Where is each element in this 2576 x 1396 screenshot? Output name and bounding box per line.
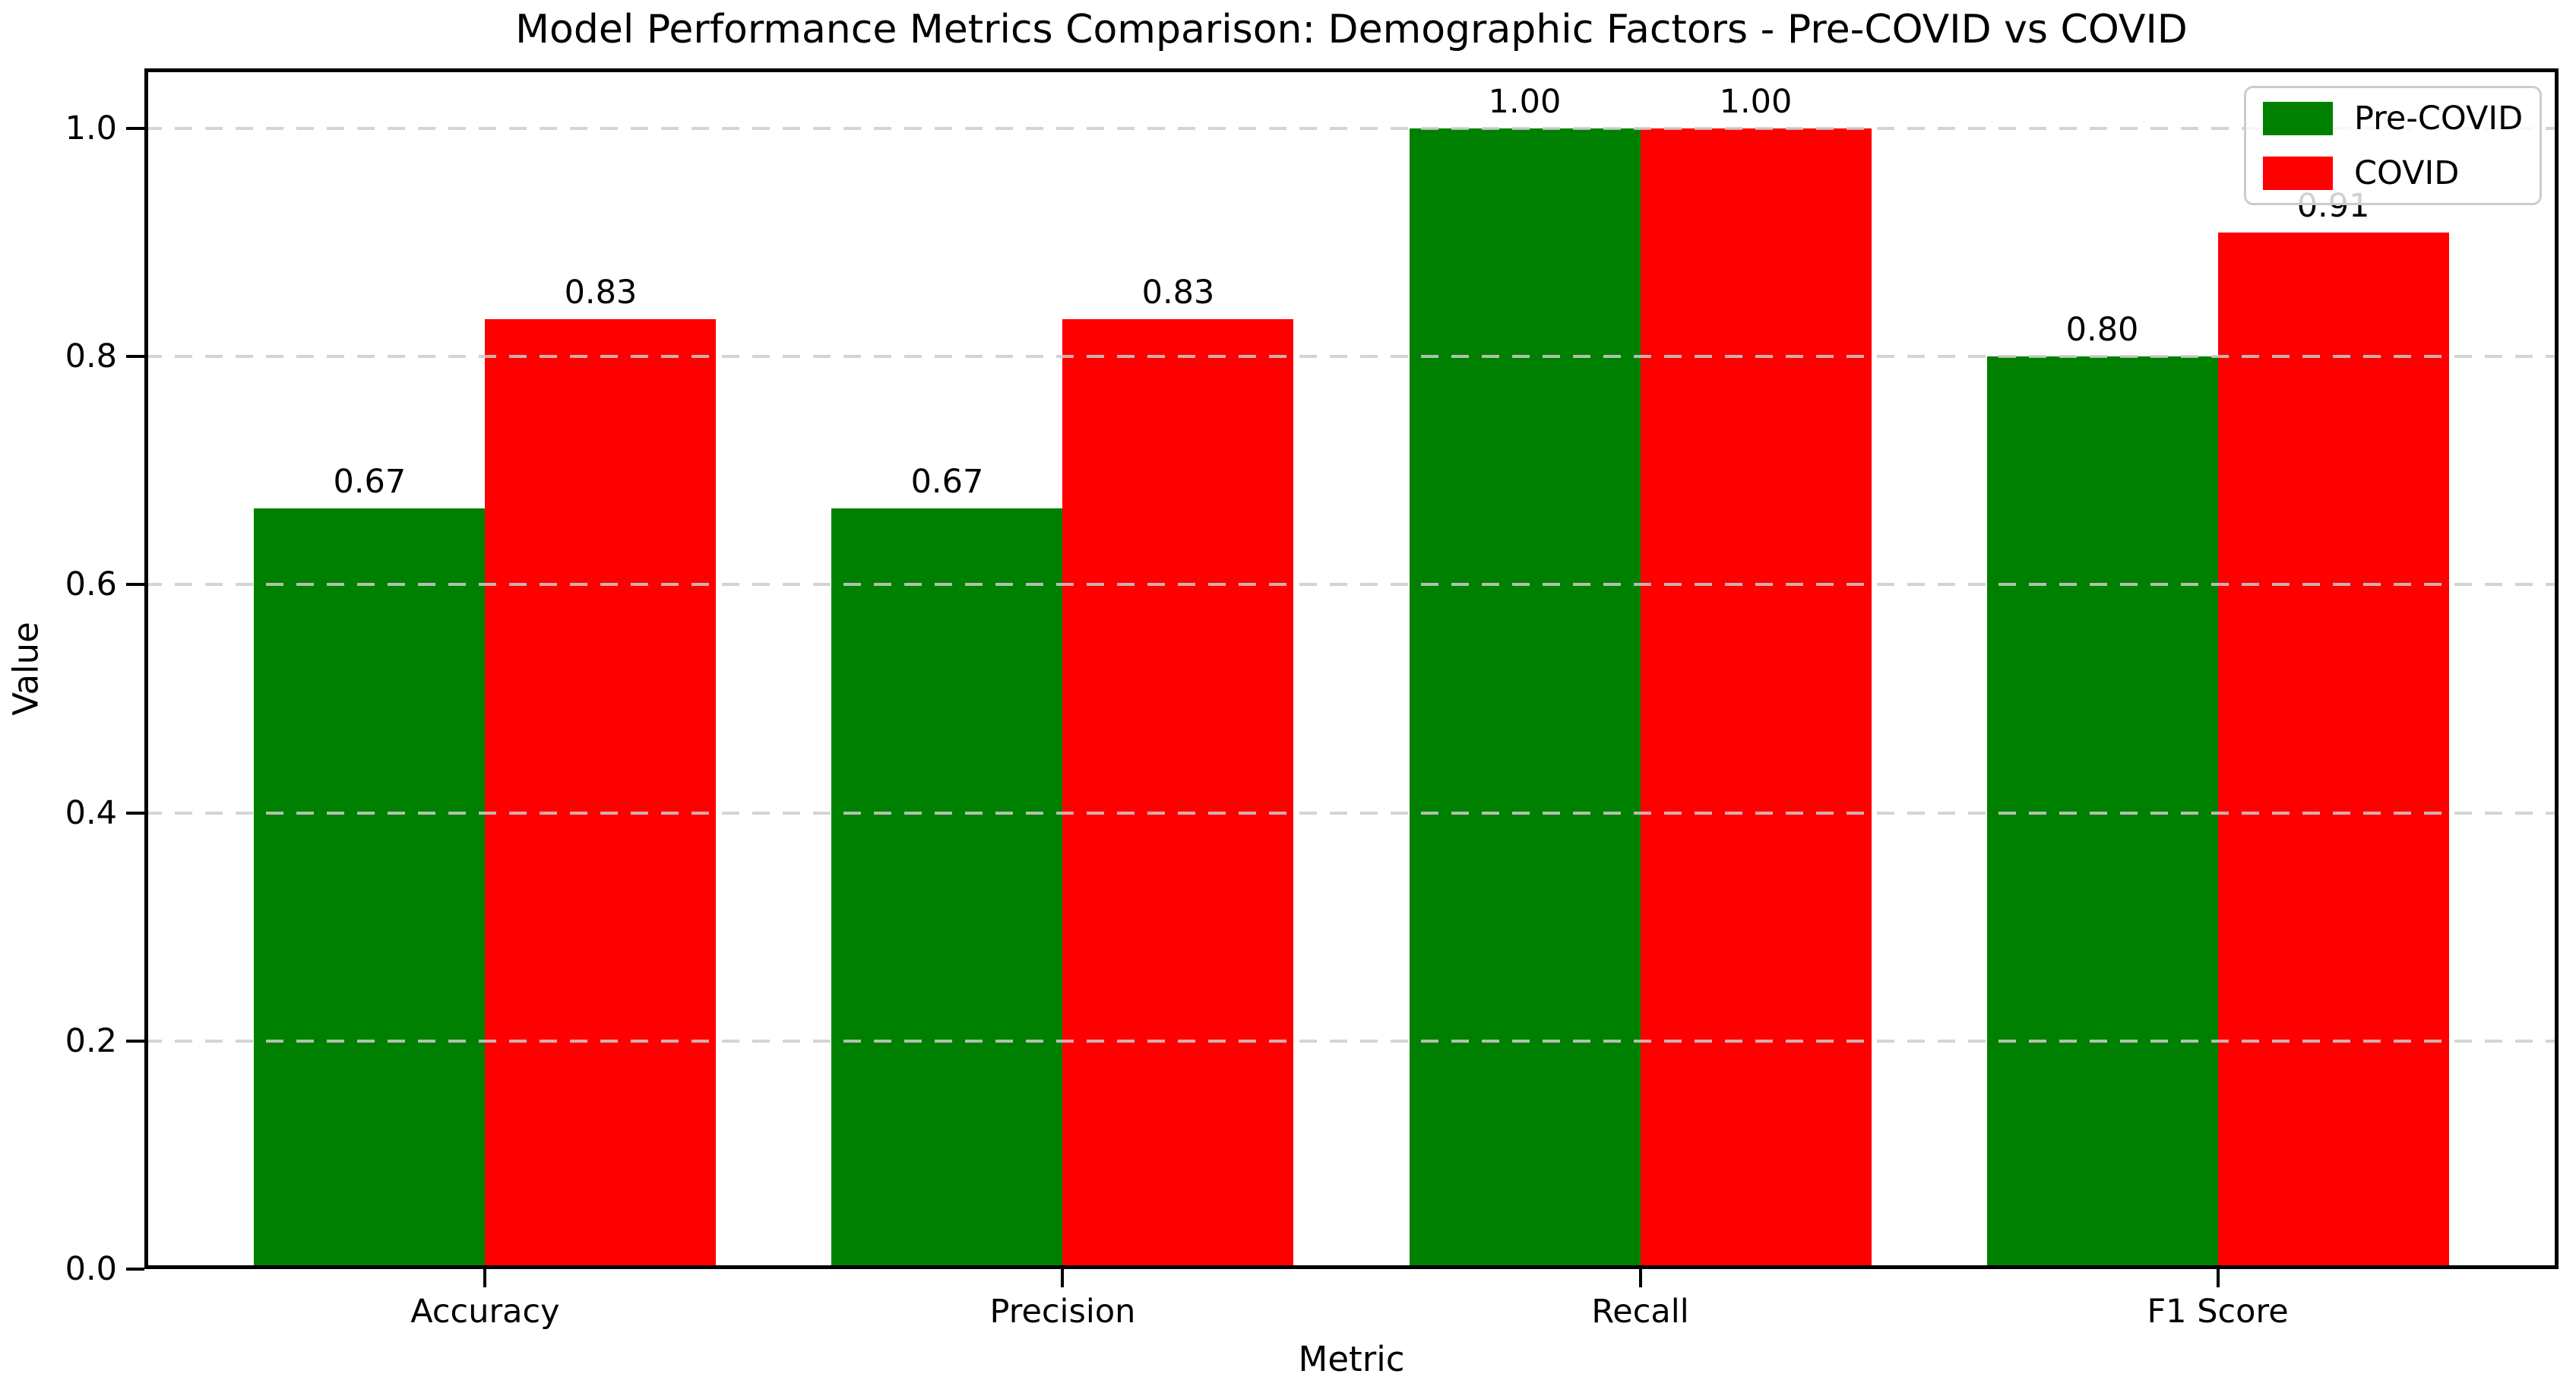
y-tick-label: 0.6 — [65, 565, 117, 604]
legend-label: Pre-COVID — [2354, 99, 2524, 138]
x-tick-label-recall: Recall — [1591, 1293, 1689, 1331]
y-tick-mark — [126, 811, 144, 815]
bar-pre-covid-accuracy — [254, 508, 486, 1269]
bar-pre-covid-recall — [1409, 128, 1641, 1269]
x-tick-mark — [483, 1269, 487, 1287]
x-tick-mark — [2216, 1269, 2220, 1287]
gridline-y-1 — [144, 126, 2559, 130]
x-tick-label-precision: Precision — [989, 1293, 1136, 1331]
legend-item-covid: COVID — [2263, 154, 2523, 192]
x-axis-label: Metric — [1298, 1339, 1405, 1379]
y-tick-mark — [126, 355, 144, 359]
x-tick-mark — [1638, 1269, 1642, 1287]
gridline-y-0.2 — [144, 1039, 2559, 1043]
bar-value-label: 1.00 — [1719, 82, 1793, 121]
y-tick-label: 1.0 — [65, 109, 117, 147]
bar-pre-covid-precision — [831, 508, 1063, 1269]
legend-swatch-covid — [2263, 156, 2333, 190]
chart-title: Model Performance Metrics Comparison: De… — [515, 7, 2188, 52]
y-tick-label: 0.0 — [65, 1250, 117, 1288]
bar-value-label: 0.83 — [564, 273, 638, 312]
y-tick-mark — [126, 1039, 144, 1043]
bar-value-label: 1.00 — [1488, 82, 1562, 121]
y-tick-mark — [126, 126, 144, 130]
bar-covid-accuracy — [485, 318, 717, 1269]
y-axis-label: Value — [5, 622, 46, 716]
x-tick-label-f1-score: F1 Score — [2147, 1293, 2289, 1331]
y-tick-mark — [126, 1268, 144, 1271]
legend: Pre-COVID COVID — [2244, 86, 2542, 205]
bar-covid-f1-score — [2217, 232, 2449, 1269]
y-tick-label: 0.2 — [65, 1021, 117, 1060]
x-tick-label-accuracy: Accuracy — [410, 1293, 560, 1331]
bar-value-label: 0.80 — [2065, 311, 2139, 350]
y-tick-mark — [126, 583, 144, 587]
bar-covid-precision — [1062, 318, 1294, 1269]
bar-value-label: 0.83 — [1141, 273, 1215, 312]
legend-swatch-pre-covid — [2263, 101, 2333, 135]
gridline-y-0.6 — [144, 583, 2559, 587]
gridline-y-0.8 — [144, 355, 2559, 359]
gridline-y-0.4 — [144, 811, 2559, 815]
x-tick-mark — [1061, 1269, 1065, 1287]
y-tick-label: 0.8 — [65, 337, 117, 376]
bar-value-label: 0.67 — [333, 462, 407, 501]
legend-item-pre-covid: Pre-COVID — [2263, 100, 2523, 138]
legend-label: COVID — [2354, 154, 2460, 192]
y-tick-label: 0.4 — [65, 793, 117, 832]
bar-covid-recall — [1640, 128, 1872, 1269]
bar-value-label: 0.67 — [910, 462, 984, 501]
